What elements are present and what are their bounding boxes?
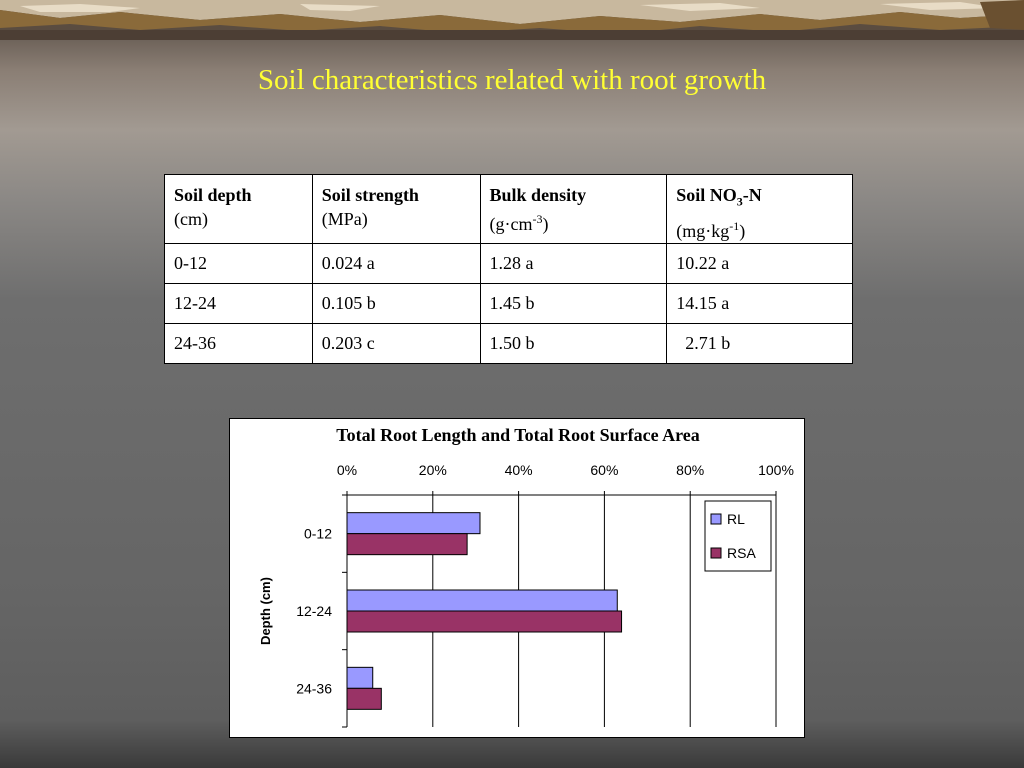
legend-box [704,500,772,572]
slide-title: Soil characteristics related with root g… [257,64,767,96]
header-bulk-density: Bulk density (g·cm-3) [479,174,668,244]
x-tick-label: 40% [505,462,533,478]
table-cell: 0.024 a [311,242,481,284]
root-chart: Total Root Length and Total Root Surface… [229,418,805,738]
bar-rsa [346,610,623,633]
legend-label-rsa: RSA [727,545,756,561]
bar-rsa [346,687,382,710]
table-cell: 12-24 [164,282,313,324]
y-axis-label: Depth (cm) [258,577,273,645]
bar-rsa [346,533,468,556]
table-row: 0-12 0.024 a 1.28 a 10.22 a [164,242,853,284]
table-cell: 2.71 b [666,322,853,364]
table-cell: 10.22 a [666,242,853,284]
bar-rl [346,512,481,535]
legend-label-rl: RL [727,511,745,527]
header-soil-strength: Soil strength (MPa) [311,174,481,244]
y-tick-label: 12-24 [296,603,332,619]
legend-swatch-rl [710,513,722,525]
table-row: 24-36 0.203 c 1.50 b 2.71 b [164,322,853,364]
table-cell: 24-36 [164,322,313,364]
chart-plot: 0% 20% 40% 60% 80% 100% 0-12 12-24 24-36 Depth (c… [258,462,794,728]
bar-rl [346,666,374,689]
header-soil-depth: Soil depth (cm) [164,174,313,244]
chart-title: Total Root Length and Total Root Surface… [336,425,700,445]
table-header-row: Soil depth (cm) Soil strength (MPa) Bulk… [164,174,853,244]
x-tick-label: 20% [419,462,447,478]
decorative-banner [0,0,1024,40]
y-tick-label: 24-36 [296,680,332,696]
table-row: 12-24 0.105 b 1.45 b 14.15 a [164,282,853,324]
x-tick-label: 60% [590,462,618,478]
soil-characteristics-table: Soil depth (cm) Soil strength (MPa) Bulk… [164,174,853,364]
x-tick-label: 100% [758,462,794,478]
table-cell: 1.50 b [479,322,668,364]
y-tick-label: 0-12 [304,526,332,542]
table-cell: 0-12 [164,242,313,284]
x-tick-label: 0% [337,462,357,478]
table-cell: 0.203 c [311,322,481,364]
table-cell: 1.28 a [479,242,668,284]
table-cell: 1.45 b [479,282,668,324]
legend-swatch-rsa [710,547,722,559]
table-cell: 14.15 a [666,282,853,324]
bar-rl [346,589,618,612]
table-cell: 0.105 b [311,282,481,324]
x-tick-label: 80% [676,462,704,478]
header-soil-no3-n: Soil NO3-N (mg·kg-1) [666,174,853,244]
